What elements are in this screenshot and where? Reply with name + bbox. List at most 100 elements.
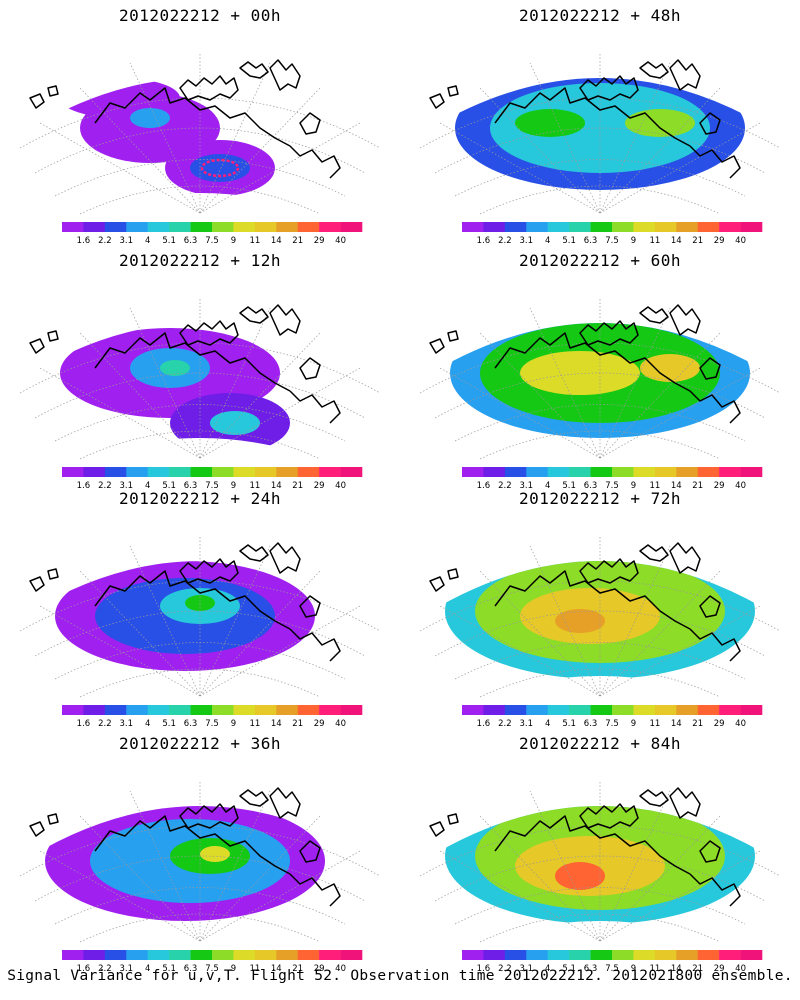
longitude-gridline <box>599 332 721 459</box>
colorbar-tick-label: 3.1 <box>120 719 134 729</box>
colorbar-tick-label: 11 <box>649 964 660 974</box>
colorbar-tick-label: 21 <box>292 236 303 246</box>
colorbar-swatch <box>190 222 213 232</box>
colorbar-tick-label: 5.1 <box>162 481 176 491</box>
colorbar-swatch <box>633 950 656 960</box>
coastline <box>689 873 741 907</box>
coastline <box>494 332 691 392</box>
coastline <box>494 87 691 147</box>
longitude-gridline <box>439 122 601 214</box>
colorbar-tick-label: 9 <box>631 964 636 974</box>
coastline <box>669 787 701 819</box>
panel-72h: 2012022212 + 72h 1.6 2.2 3.1 4 5.1 6.3 7.5 9 11 1… <box>400 483 800 729</box>
coastline <box>179 320 239 346</box>
coastline <box>47 568 59 580</box>
colorbar-swatch <box>612 950 634 960</box>
colorbar-tick-label: 4 <box>545 481 550 491</box>
colorbar-tick-label: 14 <box>671 481 682 491</box>
colorbar-swatch <box>676 950 699 960</box>
colorbar-swatch <box>547 950 570 960</box>
colorbar-tick-label: 2.2 <box>98 719 112 729</box>
colorbar-swatch <box>590 222 613 232</box>
colorbar-swatch <box>654 705 677 715</box>
colorbar-swatch <box>526 950 549 960</box>
coastline <box>299 357 321 380</box>
longitude-gridline <box>199 367 361 459</box>
coastline <box>689 390 741 424</box>
colorbar-tick-label: 4 <box>145 964 150 974</box>
colorbar-tick-label: 4 <box>145 481 150 491</box>
colorbar-swatch <box>190 467 213 477</box>
latitude-gridline <box>479 913 721 943</box>
coastline <box>689 628 741 662</box>
colorbar-swatch <box>212 705 234 715</box>
colorbar-swatch <box>654 467 677 477</box>
colorbar-swatch <box>254 950 277 960</box>
colorbar-tick-label: 29 <box>714 236 725 246</box>
colorbar-swatch <box>147 705 170 715</box>
colorbar-swatch <box>612 467 634 477</box>
longitude-gridline <box>129 307 201 459</box>
colorbar-swatch <box>254 222 277 232</box>
panel-title: 2012022212 + 36h <box>118 734 282 753</box>
colorbar-swatch <box>340 950 363 960</box>
colorbar-tick-label: 40 <box>735 236 746 246</box>
colorbar-swatch <box>147 467 170 477</box>
coastline <box>699 840 721 863</box>
coastline <box>47 330 59 342</box>
longitude-gridline <box>529 62 601 214</box>
coastline <box>429 821 445 837</box>
colorbar-swatch <box>169 222 191 232</box>
colorbar-tick-label: 1.6 <box>77 481 91 491</box>
coastline <box>269 787 301 819</box>
colorbar-tick-label: 29 <box>314 236 325 246</box>
colorbar-swatch <box>276 467 299 477</box>
colorbar-swatch <box>654 950 677 960</box>
longitude-gridline <box>439 367 601 459</box>
colorbar-swatch <box>62 222 84 232</box>
colorbar-swatch <box>504 467 527 477</box>
latitude-gridline <box>79 430 321 460</box>
colorbar-tick-label: 4 <box>545 719 550 729</box>
longitude-gridline <box>39 367 201 459</box>
colorbar-swatch <box>483 222 506 232</box>
colorbar-swatch <box>697 222 720 232</box>
panel-title: 2012022212 + 12h <box>118 251 282 270</box>
colorbar-tick-label: 2.2 <box>98 236 112 246</box>
colorbar-tick-label: 9 <box>231 236 236 246</box>
colorbar-tick-label: 1.6 <box>77 964 91 974</box>
colorbar-swatch <box>719 950 741 960</box>
colorbar-tick-label: 2.2 <box>498 481 512 491</box>
colorbar-tick-label: 6.3 <box>584 719 598 729</box>
colorbar-swatch <box>340 705 363 715</box>
variance-map <box>19 53 381 215</box>
coastline <box>94 570 291 630</box>
colorbar-tick-label: 1.6 <box>477 964 491 974</box>
colorbar-tick-label: 21 <box>692 481 703 491</box>
longitude-gridline <box>479 332 601 459</box>
colorbar-swatch <box>633 467 656 477</box>
colorbar-tick-label: 40 <box>735 964 746 974</box>
coastline <box>447 568 459 580</box>
colorbar-swatch <box>233 950 256 960</box>
colorbar-swatch <box>126 950 149 960</box>
colorbar-swatch <box>526 222 549 232</box>
colorbar-swatch <box>526 705 549 715</box>
colorbar-swatch <box>212 950 234 960</box>
colorbar: 1.6 2.2 3.1 4 5.1 6.3 7.5 9 11 14 21 29 40 <box>462 705 763 729</box>
colorbar-tick-label: 29 <box>314 964 325 974</box>
colorbar-tick-label: 3.1 <box>120 481 134 491</box>
colorbar-swatch <box>483 467 506 477</box>
variance-contour <box>200 846 230 862</box>
colorbar: 1.6 2.2 3.1 4 5.1 6.3 7.5 9 11 14 21 29 40 <box>62 222 363 246</box>
longitude-gridline <box>79 815 201 942</box>
colorbar-tick-label: 7.5 <box>605 964 619 974</box>
colorbar-tick-label: 11 <box>649 481 660 491</box>
colorbar-swatch <box>590 705 613 715</box>
colorbar: 1.6 2.2 3.1 4 5.1 6.3 7.5 9 11 14 21 29 40 <box>462 222 763 246</box>
coastline <box>689 145 741 179</box>
coastline <box>447 330 459 342</box>
longitude-gridline <box>199 62 271 214</box>
colorbar-tick-label: 11 <box>249 236 260 246</box>
colorbar-swatch <box>190 950 213 960</box>
